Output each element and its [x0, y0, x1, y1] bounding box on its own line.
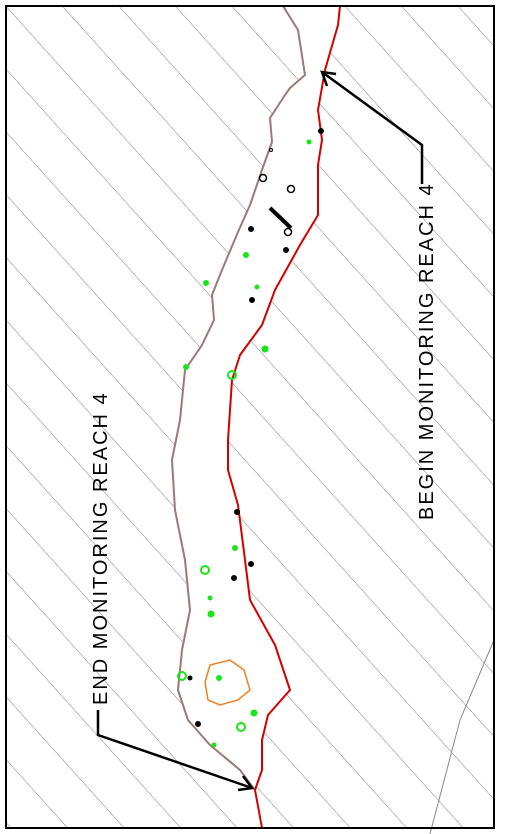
green-point-ring	[200, 565, 210, 575]
black-point-ring	[258, 173, 268, 183]
green-point	[254, 284, 260, 290]
black-point	[231, 575, 237, 581]
green-point	[203, 280, 209, 286]
pond-outline	[204, 659, 251, 706]
black-point	[234, 509, 240, 515]
black-point	[195, 721, 201, 727]
green-point	[211, 742, 217, 748]
right-bank-line	[227, 5, 341, 829]
end-monitoring-reach-label: END MONITORING REACH 4	[90, 391, 112, 705]
black-point	[187, 675, 193, 681]
black-point	[283, 247, 289, 253]
green-point	[232, 545, 238, 551]
green-point	[216, 675, 222, 681]
begin-monitoring-reach-label: BEGIN MONITORING REACH 4	[416, 182, 438, 520]
black-point-ring	[269, 148, 273, 152]
black-point	[248, 561, 254, 567]
green-monitoring-points	[177, 139, 312, 748]
green-point	[250, 709, 258, 717]
black-point-ring	[286, 184, 296, 194]
black-monitoring-points	[187, 128, 324, 727]
river-corridor	[172, 6, 340, 790]
green-point	[207, 595, 213, 601]
culvert-segment	[268, 206, 293, 230]
green-point	[183, 364, 189, 370]
green-point-ring	[236, 722, 246, 732]
black-point	[248, 226, 254, 232]
green-point	[261, 345, 269, 353]
green-point-ring	[227, 370, 237, 380]
map-border	[5, 5, 495, 829]
parcel-boundary-line	[429, 639, 495, 834]
green-point	[243, 252, 249, 258]
green-point	[306, 139, 312, 145]
black-point-ring	[283, 227, 293, 237]
black-point	[318, 128, 324, 134]
end-reach-arrow	[96, 710, 255, 792]
left-bank-line	[171, 5, 306, 791]
green-point	[207, 610, 215, 618]
black-point	[249, 297, 255, 303]
green-point-ring	[177, 671, 187, 681]
begin-reach-arrow	[320, 70, 424, 184]
